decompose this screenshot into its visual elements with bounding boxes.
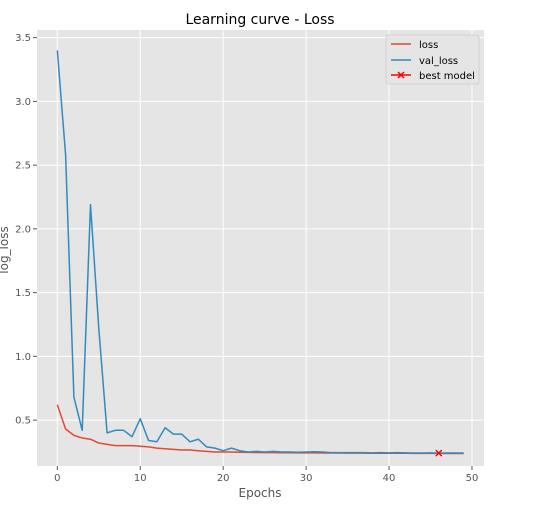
x-tick-label: 0 bbox=[54, 473, 60, 484]
y-tick-label: 3.0 bbox=[15, 97, 31, 108]
best-model-markers bbox=[435, 449, 443, 457]
legend-label-loss: loss bbox=[419, 40, 438, 51]
series-lines bbox=[56, 50, 464, 455]
plot-area bbox=[37, 30, 484, 466]
x-axis-label: Epochs bbox=[239, 486, 282, 500]
y-tick-label: 1.0 bbox=[15, 352, 31, 363]
legend: loss val_loss best model bbox=[385, 34, 480, 85]
best-model-marker-x-icon bbox=[435, 449, 443, 457]
legend-label-best-model: best model bbox=[419, 71, 475, 82]
x-tick-label: 40 bbox=[383, 473, 396, 484]
x-tick-label: 10 bbox=[134, 473, 147, 484]
chart-title: Learning curve - Loss bbox=[185, 12, 334, 28]
x-tick-label: 50 bbox=[466, 473, 479, 484]
legend-best-model-x-icon bbox=[397, 71, 405, 79]
legend-box bbox=[385, 34, 480, 85]
series-line-val-loss bbox=[56, 50, 464, 454]
axis-ticks: 0 10 20 30 40 50 0.5 1.0 1.5 2.0 2.5 3.0 3.5 bbox=[15, 33, 478, 484]
grid bbox=[37, 30, 484, 466]
y-tick-label: 2.0 bbox=[15, 224, 31, 235]
y-tick-label: 0.5 bbox=[15, 416, 31, 427]
x-tick-label: 30 bbox=[300, 473, 313, 484]
legend-label-val-loss: val_loss bbox=[419, 56, 458, 67]
x-tick-label: 20 bbox=[217, 473, 230, 484]
y-tick-label: 2.5 bbox=[15, 161, 31, 172]
y-tick-label: 1.5 bbox=[15, 288, 31, 299]
y-axis-label: log_loss bbox=[0, 226, 11, 273]
y-tick-label: 3.5 bbox=[15, 33, 31, 44]
